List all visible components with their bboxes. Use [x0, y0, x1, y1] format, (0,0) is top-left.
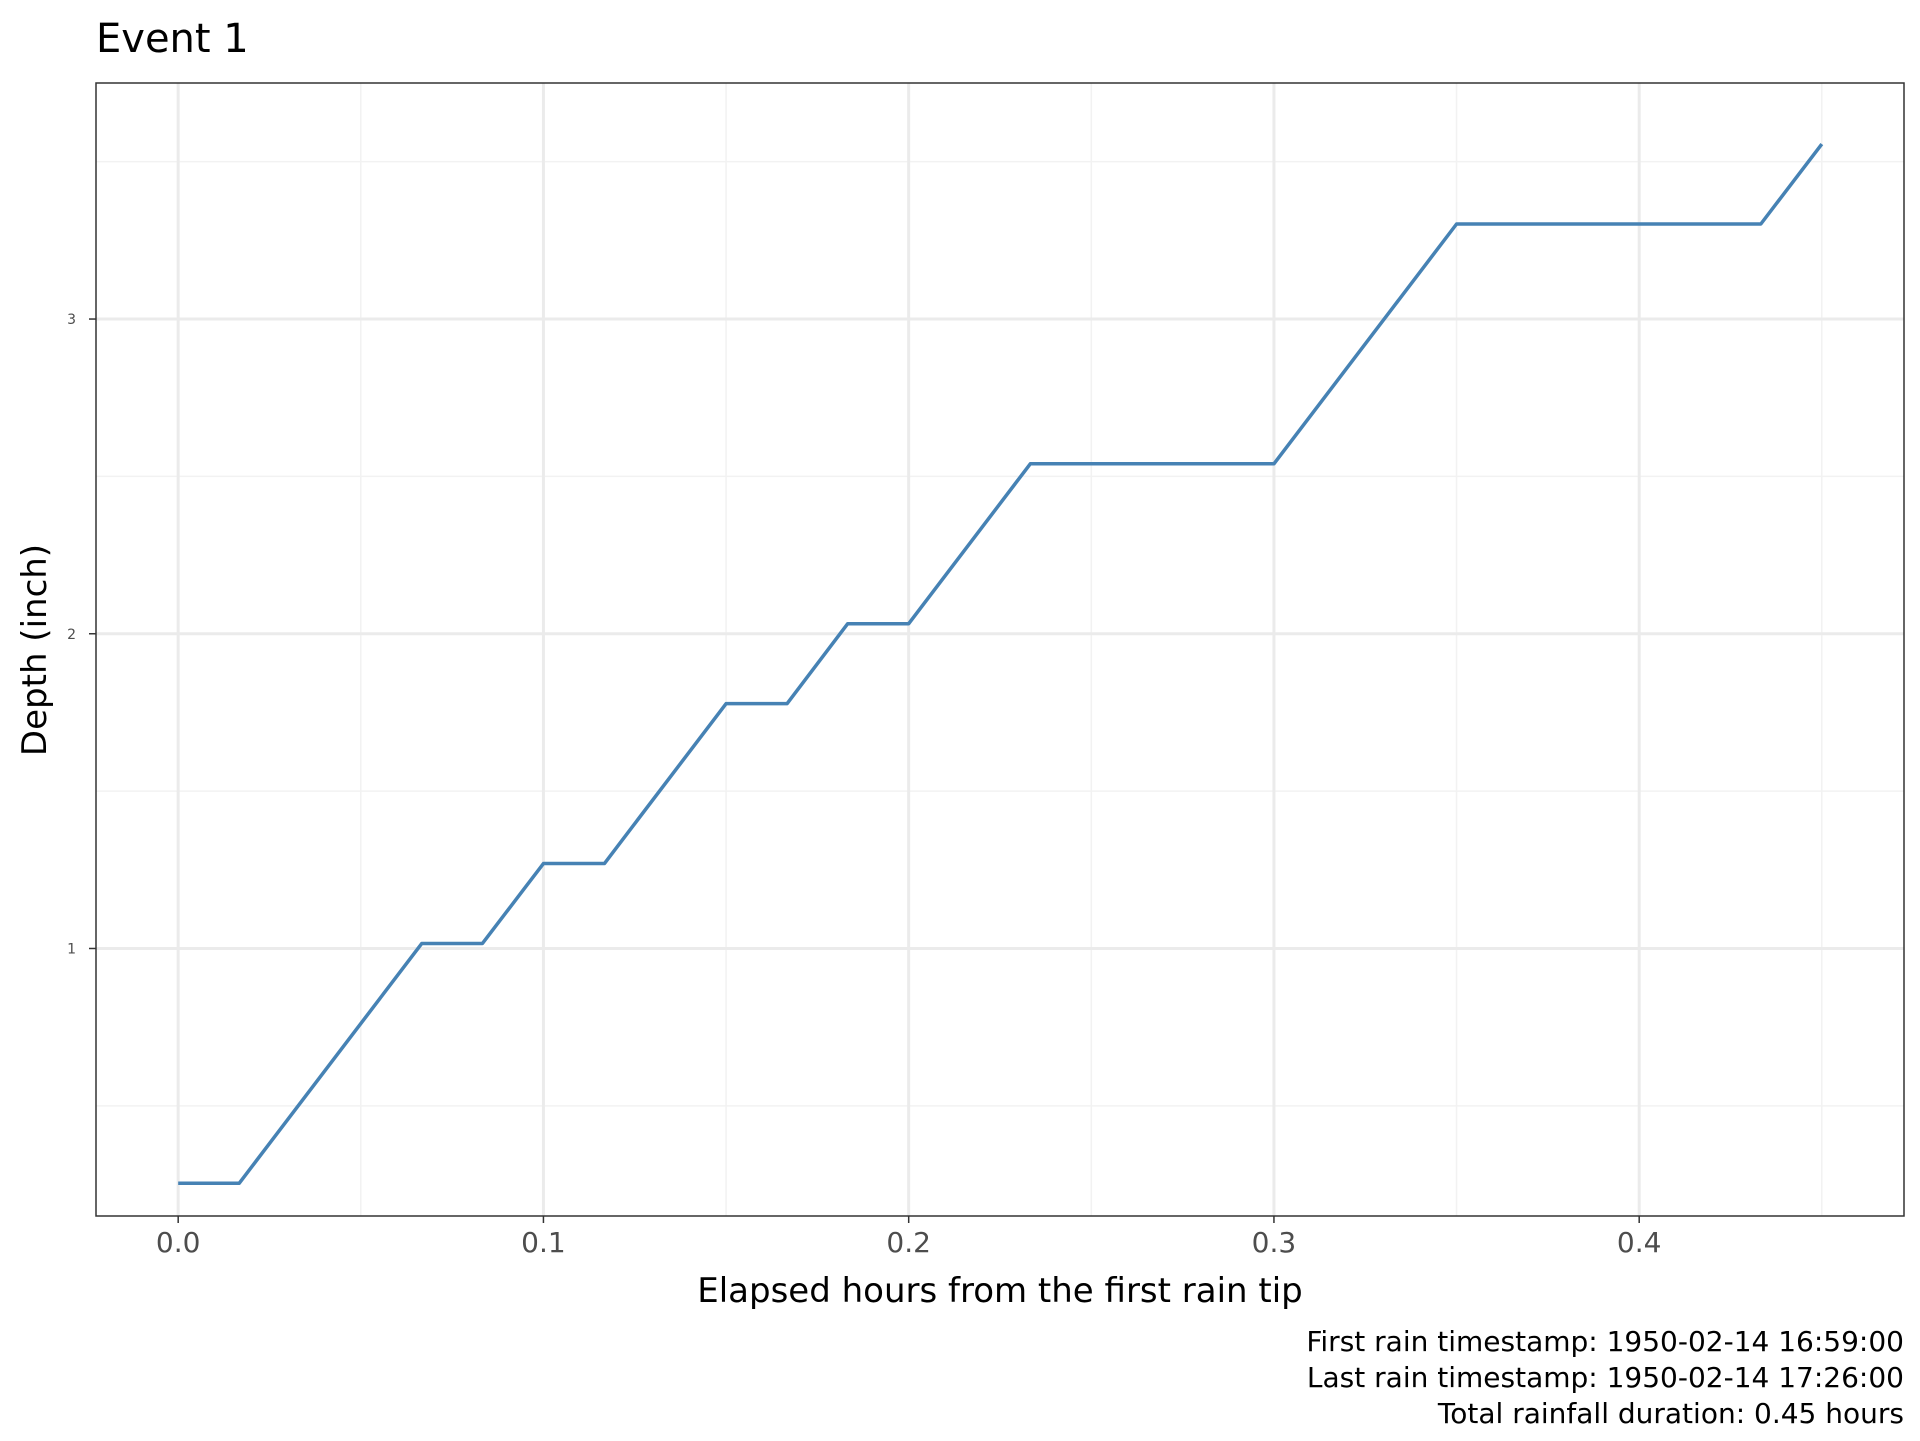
- x-tick-label: 0.4: [1617, 1226, 1662, 1259]
- y-tick-label: 3: [67, 312, 76, 328]
- x-axis: 0.0 0.1 0.2 0.3 0.4: [156, 1216, 1662, 1259]
- caption-first-timestamp: First rain timestamp: 1950-02-14 16:59:0…: [1306, 1325, 1904, 1358]
- y-axis: 1 2 3: [67, 312, 96, 957]
- y-axis-label: Depth (inch): [15, 544, 55, 756]
- major-gridlines: [96, 83, 1904, 1216]
- y-tick-label: 1: [67, 941, 76, 957]
- minor-gridlines: [96, 83, 1904, 1216]
- caption-last-timestamp: Last rain timestamp: 1950-02-14 17:26:00: [1307, 1361, 1904, 1394]
- x-tick-label: 0.3: [1252, 1226, 1297, 1259]
- caption-duration: Total rainfall duration: 0.45 hours: [1437, 1397, 1904, 1430]
- x-tick-label: 0.0: [156, 1226, 201, 1259]
- x-tick-label: 0.1: [521, 1226, 566, 1259]
- series-line: [178, 142, 1824, 1186]
- x-tick-label: 0.2: [886, 1226, 931, 1259]
- chart-title: Event 1: [96, 16, 249, 62]
- plot-border: [95, 82, 1905, 1217]
- y-tick-label: 2: [67, 627, 76, 643]
- x-axis-label: Elapsed hours from the first rain tip: [697, 1271, 1303, 1311]
